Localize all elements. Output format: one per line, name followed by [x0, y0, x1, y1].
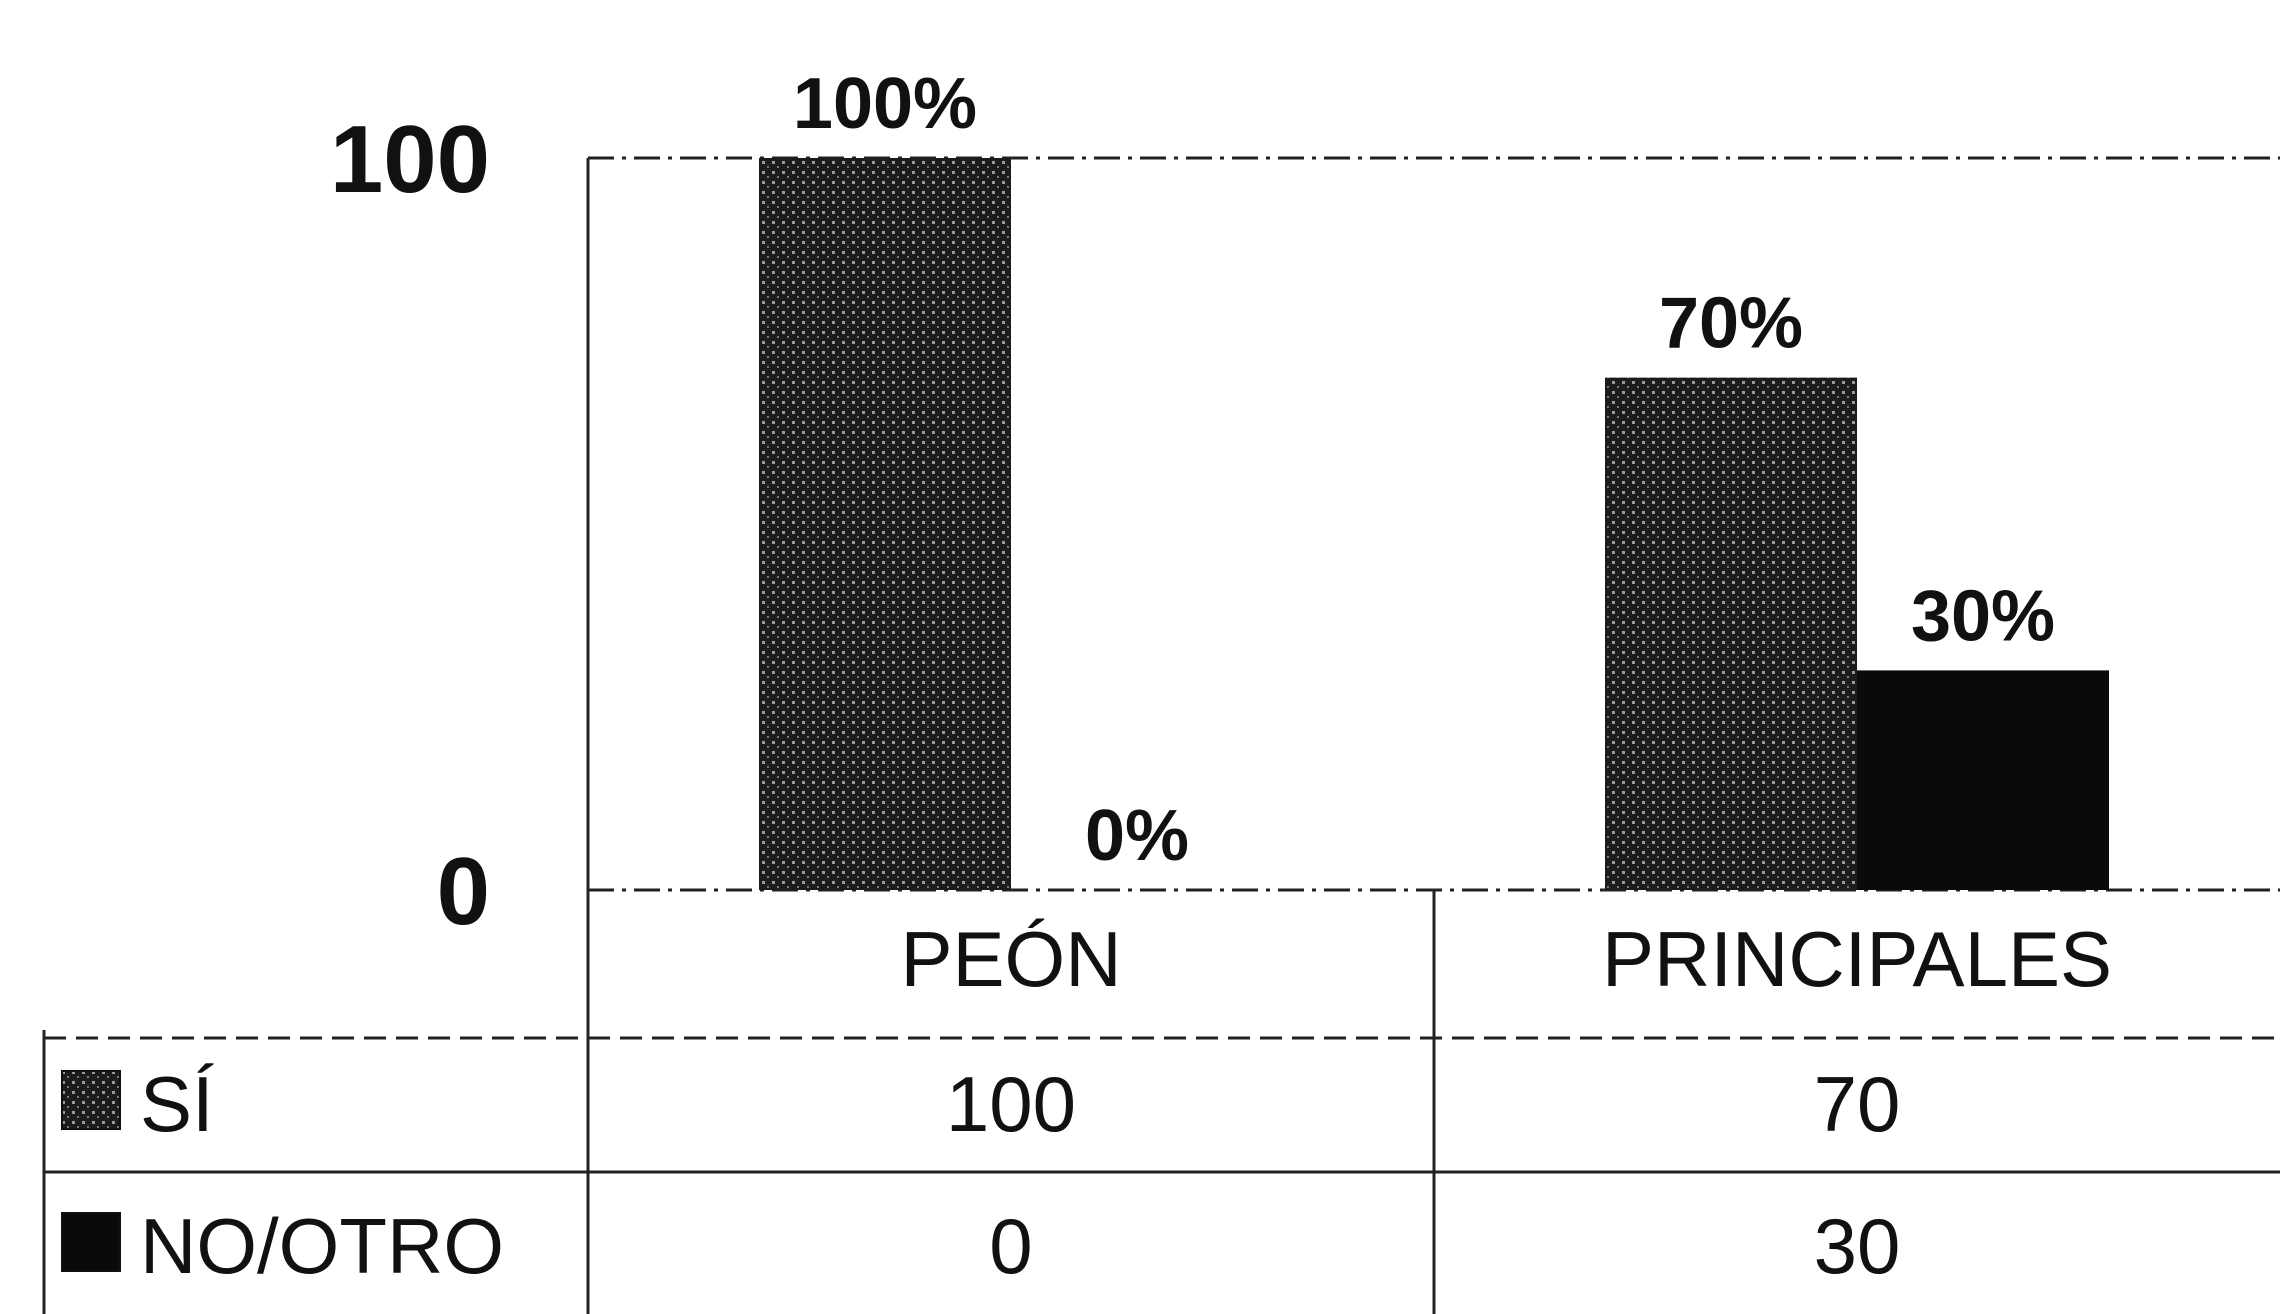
- y-tick-label: 0: [437, 838, 490, 945]
- bar-si-1: [1605, 377, 1857, 891]
- table-cell: 70: [1814, 1060, 1901, 1148]
- category-label: PRINCIPALES: [1602, 915, 2112, 1003]
- data-label: 100%: [793, 64, 977, 144]
- bar-si-0: [759, 158, 1011, 890]
- data-label: 70%: [1659, 284, 1803, 364]
- data-label: 30%: [1911, 576, 2055, 656]
- category-label: PEÓN: [900, 915, 1121, 1003]
- legend-swatch: [61, 1212, 121, 1272]
- table-cell: 100: [946, 1060, 1076, 1148]
- table-cell: 0: [989, 1202, 1032, 1290]
- data-label: 0%: [1085, 796, 1189, 876]
- legend-label: NO/OTRO: [140, 1202, 504, 1290]
- legend-label: SÍ: [140, 1060, 214, 1148]
- y-tick-label: 100: [330, 106, 490, 213]
- bar-no-otro-1: [1857, 670, 2109, 890]
- legend-swatch: [61, 1070, 121, 1130]
- table-cell: 30: [1814, 1202, 1901, 1290]
